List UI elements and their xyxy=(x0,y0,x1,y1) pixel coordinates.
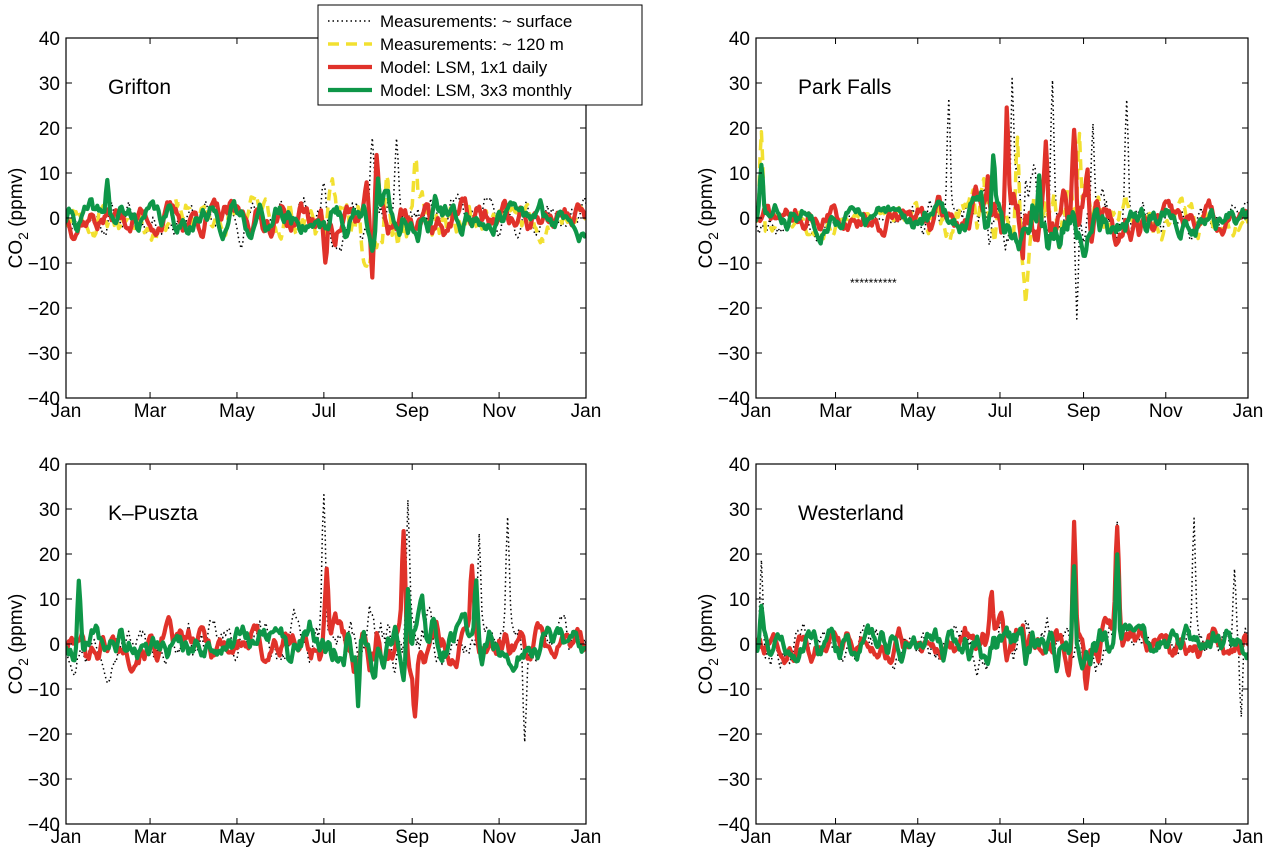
legend: Measurements: ~ surface Measurements: ~ 1… xyxy=(317,4,643,106)
x-tick-label: Nov xyxy=(482,827,516,848)
legend-entry-label: Model: LSM, 1x1 daily xyxy=(380,58,548,77)
y-tick-label: 10 xyxy=(729,590,750,611)
station-label: Park Falls xyxy=(798,76,891,99)
station-label: Grifton xyxy=(108,76,171,99)
y-tick-label: 40 xyxy=(729,29,750,50)
y-tick-label: −40 xyxy=(28,815,60,836)
y-tick-label: −30 xyxy=(28,344,60,365)
series-line-model-lsm-3x3-monthly xyxy=(756,153,1248,258)
series-line-model-lsm-1x1-daily xyxy=(756,519,1248,691)
y-tick-label: 10 xyxy=(39,164,60,185)
y-axis-label: CO2 (ppmv) xyxy=(6,594,31,695)
x-tick-label: Sep xyxy=(1067,827,1101,848)
y-tick-label: −20 xyxy=(28,725,60,746)
panel-0: −40 −30 −20 −10 0 10 20 30 40 Jan Mar May Jul Sep Nov J… xyxy=(6,29,601,422)
y-tick-label: −30 xyxy=(718,770,750,791)
y-tick-label: 10 xyxy=(39,590,60,611)
y-tick-label: 0 xyxy=(49,635,60,656)
y-tick-label: 40 xyxy=(729,455,750,476)
y-tick-label: 40 xyxy=(39,455,60,476)
y-tick-label: 20 xyxy=(39,119,60,140)
y-tick-label: 20 xyxy=(729,119,750,140)
y-tick-label: 0 xyxy=(739,635,750,656)
x-tick-label: Nov xyxy=(482,401,516,422)
x-tick-label: Mar xyxy=(819,401,852,422)
x-tick-label: Mar xyxy=(134,401,167,422)
series-line-model-lsm-3x3-monthly xyxy=(66,578,586,709)
y-tick-label: −20 xyxy=(718,299,750,320)
panel-2: −40 −30 −20 −10 0 10 20 30 40 Jan Mar May Jul Sep Nov J… xyxy=(6,455,601,848)
annotation-asterisks: ********** xyxy=(850,276,897,290)
y-tick-label: 30 xyxy=(729,500,750,521)
y-tick-label: −40 xyxy=(718,815,750,836)
y-axis-label: CO2 (ppmv) xyxy=(696,594,721,695)
x-tick-label: May xyxy=(900,401,936,422)
y-tick-label: 30 xyxy=(729,74,750,95)
x-tick-label: Jan xyxy=(51,401,82,422)
x-tick-label: Jan xyxy=(571,401,602,422)
y-tick-label: 0 xyxy=(49,209,60,230)
x-tick-label: Nov xyxy=(1149,401,1183,422)
y-tick-label: 0 xyxy=(739,209,750,230)
x-tick-label: Sep xyxy=(395,401,429,422)
legend-entry-label: Model: LSM, 3x3 monthly xyxy=(380,81,572,100)
y-axis-label: CO2 (ppmv) xyxy=(6,168,31,269)
x-tick-label: Jul xyxy=(988,827,1012,848)
series-line-model-lsm-1x1-daily xyxy=(756,105,1248,261)
panel-1: −40 −30 −20 −10 0 10 20 30 40 Jan Mar May Jul Sep Nov J… xyxy=(696,29,1263,422)
station-label: Westerland xyxy=(798,502,904,525)
y-tick-label: 20 xyxy=(39,545,60,566)
y-tick-label: 10 xyxy=(729,164,750,185)
panel-3: −40 −30 −20 −10 0 10 20 30 40 Jan Mar May Jul Sep Nov J… xyxy=(696,455,1263,848)
y-tick-label: −30 xyxy=(28,770,60,791)
legend-entry-label: Measurements: ~ surface xyxy=(380,12,572,31)
y-tick-label: 30 xyxy=(39,500,60,521)
x-tick-label: Mar xyxy=(134,827,167,848)
x-tick-label: Jan xyxy=(1233,827,1264,848)
x-tick-label: Jan xyxy=(1233,401,1264,422)
y-tick-label: −30 xyxy=(718,344,750,365)
y-tick-label: −20 xyxy=(718,725,750,746)
x-tick-label: Jul xyxy=(312,827,336,848)
x-tick-label: Nov xyxy=(1149,827,1183,848)
y-tick-label: 20 xyxy=(729,545,750,566)
station-label: K–Puszta xyxy=(108,502,198,525)
x-tick-label: Sep xyxy=(1067,401,1101,422)
series-line-model-lsm-1x1-daily xyxy=(66,529,586,719)
x-tick-label: May xyxy=(900,827,936,848)
x-tick-label: May xyxy=(219,827,255,848)
series-line-model-lsm-3x3-monthly xyxy=(66,176,586,253)
x-tick-label: Jul xyxy=(988,401,1012,422)
series-line-model-lsm-3x3-monthly xyxy=(756,552,1248,674)
x-tick-label: Jan xyxy=(741,827,772,848)
x-tick-label: Jul xyxy=(312,401,336,422)
y-axis-label: CO2 (ppmv) xyxy=(696,168,721,269)
y-tick-label: 40 xyxy=(39,29,60,50)
x-tick-label: Jan xyxy=(571,827,602,848)
y-tick-label: −20 xyxy=(28,299,60,320)
y-tick-label: −10 xyxy=(718,254,750,275)
y-tick-label: −10 xyxy=(28,254,60,275)
y-tick-label: 30 xyxy=(39,74,60,95)
legend-entry-label: Measurements: ~ 120 m xyxy=(380,35,564,54)
y-tick-label: −40 xyxy=(718,389,750,410)
x-tick-label: Mar xyxy=(819,827,852,848)
y-tick-label: −10 xyxy=(28,680,60,701)
x-tick-label: May xyxy=(219,401,255,422)
x-tick-label: Jan xyxy=(51,827,82,848)
y-tick-label: −40 xyxy=(28,389,60,410)
x-tick-label: Sep xyxy=(395,827,429,848)
y-tick-label: −10 xyxy=(718,680,750,701)
series-line-measurements-surface xyxy=(756,77,1248,320)
x-tick-label: Jan xyxy=(741,401,772,422)
